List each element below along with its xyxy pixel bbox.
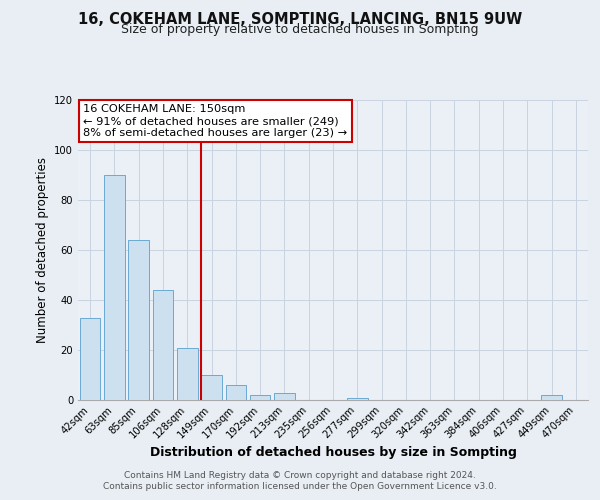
Bar (226, 385, 246, 400)
Bar (80, 318, 100, 400)
Bar (541, 395, 562, 400)
X-axis label: Distribution of detached houses by size in Sompting: Distribution of detached houses by size … (149, 446, 517, 459)
Bar (152, 290, 173, 400)
Bar (250, 395, 271, 400)
Text: 16 COKEHAM LANE: 150sqm
← 91% of detached houses are smaller (249)
8% of semi-de: 16 COKEHAM LANE: 150sqm ← 91% of detache… (83, 104, 347, 138)
Y-axis label: Number of detached properties: Number of detached properties (35, 157, 49, 343)
Bar (177, 348, 197, 400)
Bar (347, 398, 368, 400)
Bar (201, 375, 222, 400)
Text: Size of property relative to detached houses in Sompting: Size of property relative to detached ho… (121, 22, 479, 36)
Bar (274, 392, 295, 400)
Bar (104, 175, 125, 400)
Text: 16, COKEHAM LANE, SOMPTING, LANCING, BN15 9UW: 16, COKEHAM LANE, SOMPTING, LANCING, BN1… (78, 12, 522, 28)
Bar (128, 240, 149, 400)
Text: Contains HM Land Registry data © Crown copyright and database right 2024.: Contains HM Land Registry data © Crown c… (124, 471, 476, 480)
Text: Contains public sector information licensed under the Open Government Licence v3: Contains public sector information licen… (103, 482, 497, 491)
